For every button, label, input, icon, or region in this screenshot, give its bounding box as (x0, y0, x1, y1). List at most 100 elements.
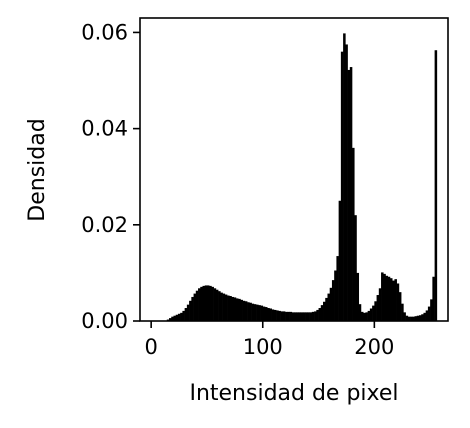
histogram-bar (314, 311, 317, 321)
histogram-bar (186, 304, 190, 321)
histogram-bar (215, 289, 219, 321)
histogram-bar (325, 297, 328, 321)
histogram-bar (278, 310, 281, 321)
histogram-bar (231, 296, 235, 321)
histogram-bar (244, 301, 248, 321)
histogram-bar (349, 67, 353, 321)
histogram-bar (318, 308, 322, 321)
histogram-bar (309, 312, 313, 321)
histogram-bar (175, 314, 179, 321)
histogram-bar (238, 298, 241, 321)
histogram-bar (206, 285, 210, 321)
histogram-bar (305, 312, 308, 321)
histogram-bar (202, 285, 206, 321)
histogram-bar (300, 312, 304, 321)
histogram-bar (414, 316, 418, 321)
histogram-bar (282, 311, 286, 321)
histogram-bar (434, 50, 438, 321)
histogram-bar (418, 315, 422, 321)
histogram-bar (421, 314, 424, 321)
histogram-bar (329, 287, 333, 321)
histogram-bar (363, 312, 366, 321)
histogram-bar (273, 309, 277, 321)
histogram-bar (218, 291, 221, 321)
histogram-bar (430, 299, 433, 321)
histogram-bar (331, 280, 335, 321)
plot-frame (139, 17, 449, 322)
x-tick-label: 0 (144, 335, 157, 359)
histogram-bar (405, 315, 409, 321)
histogram-bar (376, 295, 380, 321)
histogram-bar (298, 312, 301, 321)
histogram-bar (258, 305, 261, 321)
histogram-bar (224, 294, 228, 321)
histogram-bar (347, 69, 351, 321)
histogram-bar (285, 311, 288, 321)
histogram-bar (242, 300, 246, 321)
histogram-bar (189, 300, 192, 321)
histogram-bar (276, 310, 279, 321)
y-tick-label: 0.02 (81, 213, 128, 237)
histogram-bar (264, 307, 268, 321)
histogram-bar (294, 312, 297, 321)
histogram-bar (247, 302, 250, 321)
histogram-bar (398, 292, 402, 321)
histogram-bar (195, 290, 199, 321)
histogram-bar (302, 312, 306, 321)
histogram-bar (323, 301, 326, 321)
histogram-bar (229, 295, 232, 321)
histogram-bar (260, 305, 264, 321)
histogram-bar (200, 286, 203, 321)
x-axis-label: Intensidad de pixel (189, 381, 398, 406)
histogram-bar (410, 316, 413, 321)
x-axis-ticks: 0 100 200 (144, 321, 394, 359)
histogram-bar (423, 312, 426, 321)
histogram-bar (296, 312, 299, 321)
histogram-bar (182, 310, 185, 321)
histogram-bar (425, 310, 429, 321)
histogram-bar (267, 308, 270, 321)
histogram-bar (191, 296, 194, 321)
histogram-bar (401, 303, 404, 321)
histogram-bar (307, 312, 310, 321)
histogram-bar (381, 272, 384, 321)
histogram-bar (365, 312, 368, 321)
histogram-bar (211, 286, 214, 321)
histogram-bar (334, 270, 337, 321)
histogram-bar (173, 315, 177, 321)
histogram-bar (352, 147, 355, 321)
y-tick-label: 0.06 (81, 20, 128, 44)
histogram-bar (345, 44, 348, 321)
histogram-bar (220, 292, 223, 321)
histogram-bar (427, 306, 431, 321)
histogram-bar (240, 299, 243, 321)
histogram-bar (416, 315, 420, 321)
histogram-bar (320, 305, 324, 321)
histogram-bar (180, 312, 183, 321)
histogram-bar (169, 318, 172, 321)
histogram-bar (369, 308, 373, 321)
histogram-bar (338, 200, 342, 321)
histogram-bar (213, 288, 217, 321)
y-axis-ticks: 0.00 0.02 0.04 0.06 (81, 20, 140, 333)
histogram-bar (316, 309, 319, 321)
histogram-bar (262, 306, 266, 321)
histogram-bar (385, 275, 389, 321)
histogram-bar (378, 288, 382, 321)
histogram-bar (227, 295, 230, 321)
histogram-bar (374, 301, 377, 321)
histogram-bar (372, 305, 375, 321)
histogram-bar (287, 311, 290, 321)
histogram-bar (291, 312, 295, 321)
histogram-bar (407, 316, 411, 321)
histogram-bar (343, 33, 346, 322)
y-tick-label: 0.00 (81, 309, 128, 333)
histogram-bar (358, 304, 362, 321)
histogram-bar (336, 256, 339, 321)
y-tick-label: 0.04 (81, 117, 128, 141)
histogram-bar (289, 311, 293, 321)
histogram-bar (171, 316, 174, 321)
histogram-bar (193, 293, 197, 321)
